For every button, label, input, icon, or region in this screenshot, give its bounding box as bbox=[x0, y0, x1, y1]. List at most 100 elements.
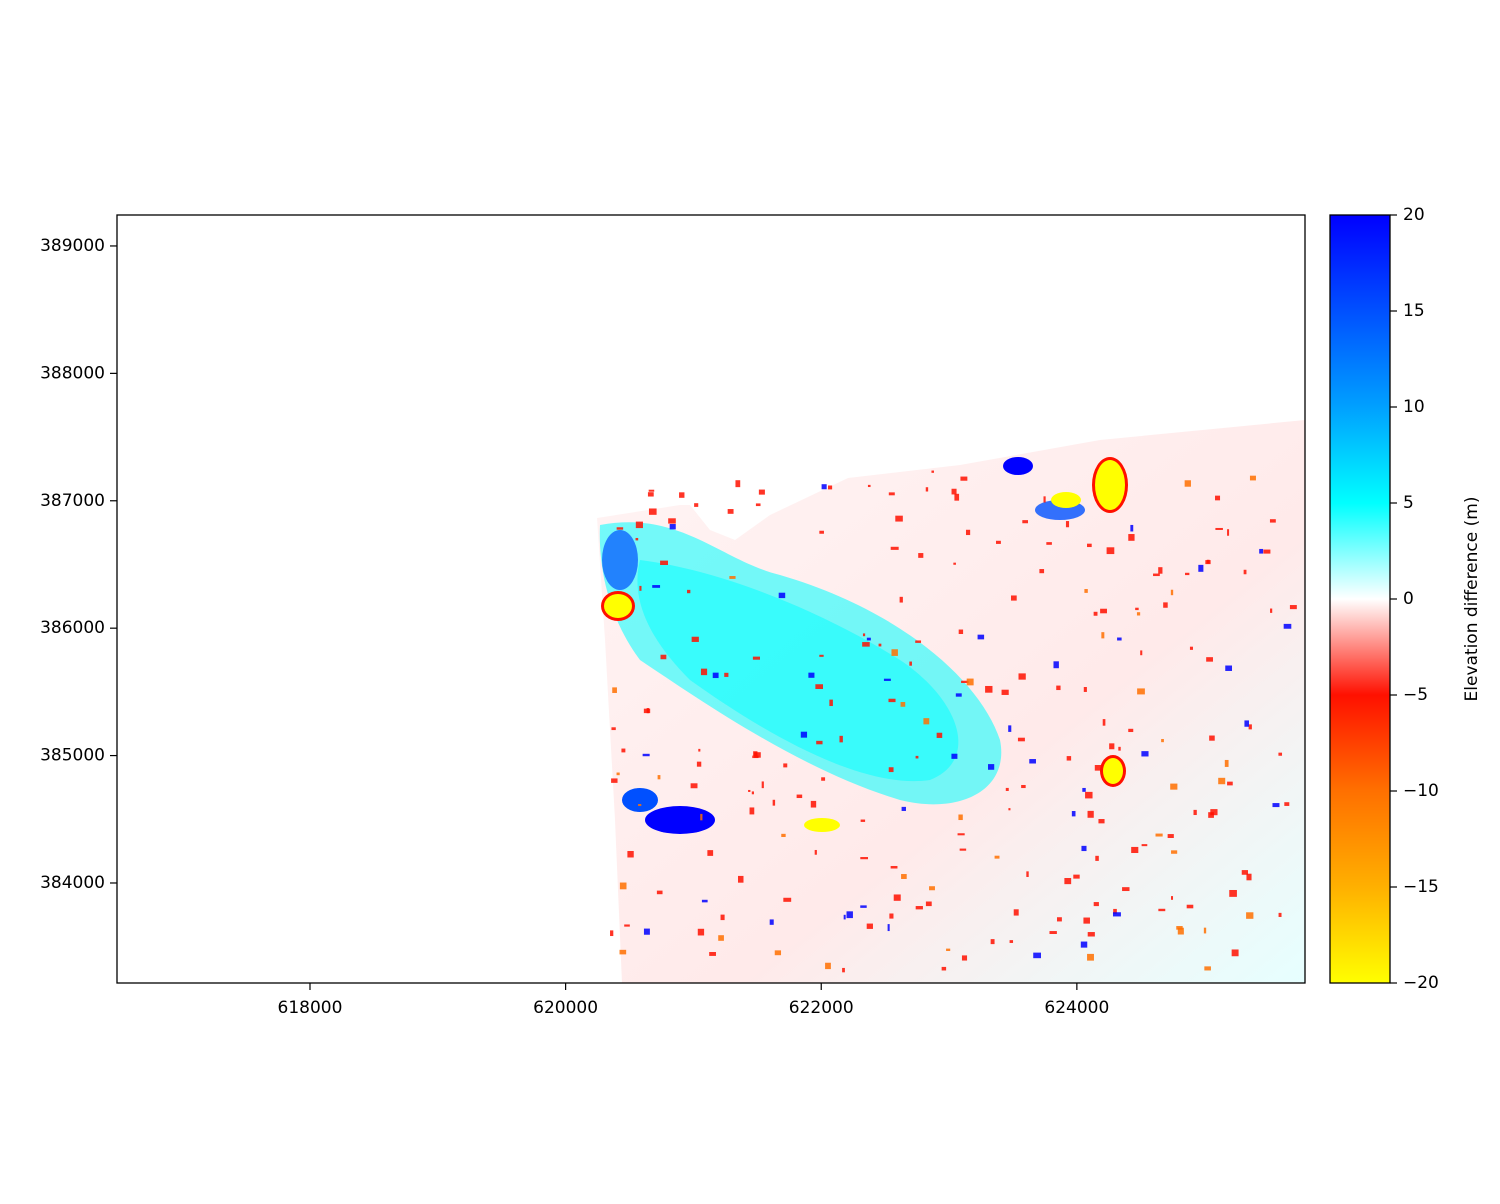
raster-speckle bbox=[1043, 496, 1046, 503]
raster-speckle bbox=[1130, 524, 1134, 532]
raster-speckle bbox=[1109, 743, 1115, 750]
raster-speckle bbox=[612, 687, 617, 693]
raster-speckle bbox=[638, 803, 642, 807]
raster-speckle bbox=[1073, 874, 1080, 879]
raster-speckle bbox=[883, 678, 891, 681]
raster-speckle bbox=[657, 775, 661, 780]
raster-speckle bbox=[1087, 543, 1092, 548]
raster-speckle bbox=[941, 966, 947, 971]
raster-speckle bbox=[635, 521, 643, 529]
raster-speckle bbox=[1100, 608, 1107, 614]
raster-speckle bbox=[1206, 559, 1210, 564]
raster-speckle bbox=[1171, 896, 1174, 900]
raster-blob bbox=[604, 594, 632, 618]
raster-speckle bbox=[1026, 871, 1029, 877]
raster-speckle bbox=[1137, 688, 1145, 695]
raster-image bbox=[597, 420, 1305, 983]
raster-speckle bbox=[712, 672, 719, 679]
raster-speckle bbox=[1102, 719, 1106, 726]
raster-speckle bbox=[1046, 542, 1052, 545]
raster-speckle bbox=[781, 833, 786, 838]
raster-blob bbox=[1003, 457, 1033, 475]
raster-speckle bbox=[720, 914, 725, 921]
raster-speckle bbox=[1039, 569, 1045, 574]
raster-speckle bbox=[1176, 926, 1183, 930]
raster-speckle bbox=[697, 928, 705, 936]
raster-speckle bbox=[966, 678, 974, 686]
raster-speckle bbox=[749, 807, 755, 815]
raster-speckle bbox=[958, 814, 963, 821]
raster-speckle bbox=[761, 781, 764, 789]
raster-speckle bbox=[1215, 527, 1223, 530]
raster-speckle bbox=[1117, 637, 1122, 641]
raster-speckle bbox=[643, 928, 650, 935]
raster-speckle bbox=[1153, 573, 1160, 577]
raster-speckle bbox=[648, 508, 657, 515]
raster-speckle bbox=[1049, 931, 1057, 934]
raster-speckle bbox=[1158, 567, 1163, 574]
raster-speckle bbox=[1270, 608, 1273, 613]
raster-speckle bbox=[1263, 549, 1271, 554]
raster-speckle bbox=[751, 791, 754, 795]
raster-speckle bbox=[1082, 787, 1086, 792]
raster-speckle bbox=[1227, 781, 1233, 786]
raster-speckle bbox=[994, 855, 1000, 859]
x-tick-label: 624000 bbox=[1044, 998, 1109, 1018]
raster-speckle bbox=[668, 518, 676, 524]
raster-speckle bbox=[965, 529, 971, 536]
raster-speckle bbox=[1080, 941, 1088, 948]
raster-speckle bbox=[957, 833, 965, 836]
raster-speckle bbox=[778, 592, 786, 599]
raster-speckle bbox=[1210, 809, 1218, 816]
raster-speckle bbox=[925, 487, 929, 492]
raster-speckle bbox=[669, 524, 676, 530]
raster-speckle bbox=[1218, 777, 1226, 785]
raster-speckle bbox=[842, 967, 845, 973]
raster-blob bbox=[637, 560, 959, 782]
raster-speckle bbox=[915, 640, 922, 643]
raster-speckle bbox=[915, 906, 923, 910]
colorbar-tick-label: 20 bbox=[1403, 205, 1425, 225]
raster-speckle bbox=[1013, 909, 1019, 916]
raster-speckle bbox=[1118, 746, 1121, 751]
raster-speckle bbox=[888, 492, 895, 496]
raster-speckle bbox=[690, 783, 698, 789]
raster-speckle bbox=[729, 576, 736, 579]
raster-speckle bbox=[860, 857, 869, 860]
raster-speckle bbox=[961, 955, 968, 961]
raster-speckle bbox=[624, 924, 630, 927]
raster-speckle bbox=[1224, 759, 1229, 767]
raster-speckle bbox=[1093, 902, 1099, 907]
raster-speckle bbox=[862, 633, 866, 637]
raster-speckle bbox=[1122, 887, 1130, 892]
raster-speckle bbox=[953, 562, 956, 565]
raster-speckle bbox=[827, 485, 833, 490]
raster-speckle bbox=[1215, 495, 1221, 501]
raster-speckle bbox=[1022, 520, 1028, 524]
colorbar-tick-label: 15 bbox=[1403, 301, 1425, 321]
raster-speckle bbox=[700, 813, 703, 821]
raster-speckle bbox=[929, 886, 935, 891]
raster-speckle bbox=[1140, 650, 1143, 656]
raster-speckle bbox=[893, 894, 901, 901]
y-tick-label: 386000 bbox=[40, 618, 105, 638]
raster-speckle bbox=[821, 777, 826, 781]
raster-speckle bbox=[860, 905, 867, 908]
raster-speckle bbox=[936, 732, 943, 738]
raster-speckle bbox=[758, 489, 765, 495]
raster-speckle bbox=[783, 763, 788, 768]
raster-speckle bbox=[815, 684, 823, 690]
raster-speckle bbox=[752, 755, 759, 759]
colorbar-tick-label: 10 bbox=[1403, 397, 1425, 417]
raster-speckle bbox=[1244, 720, 1249, 727]
raster-speckle bbox=[700, 668, 708, 676]
raster-speckle bbox=[658, 818, 665, 821]
raster-speckle bbox=[660, 654, 667, 660]
raster-speckle bbox=[1131, 846, 1139, 854]
raster-speckle bbox=[909, 661, 912, 666]
raster-speckle bbox=[1203, 927, 1207, 934]
raster-speckle bbox=[1208, 812, 1214, 818]
raster-speckle bbox=[1128, 534, 1135, 541]
raster-speckle bbox=[825, 962, 831, 970]
